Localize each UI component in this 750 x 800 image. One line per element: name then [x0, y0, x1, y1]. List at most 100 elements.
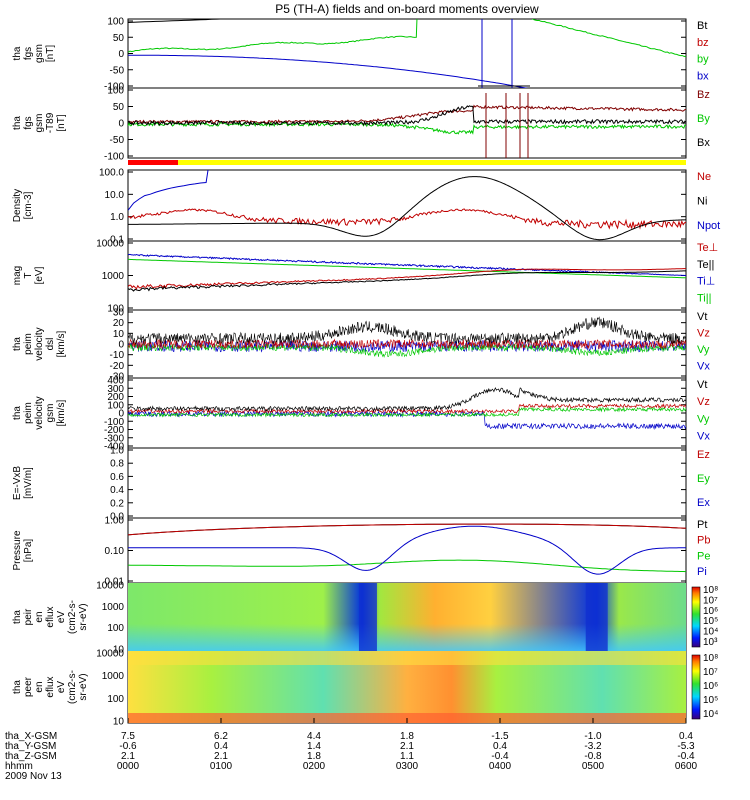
panel-vel_gsm-legend-3: Vx	[697, 430, 710, 442]
panel-vel_dsl-vz	[128, 338, 686, 350]
panel-peer-plot	[128, 651, 686, 723]
panel-vel_dsl-ylabel: [km/s]	[56, 330, 67, 357]
panel-fgs-legend-2: by	[697, 54, 709, 66]
panel-vel_gsm-ylabel: [km/s]	[56, 399, 67, 426]
panel-vel_gsm-ylabel: peim	[23, 402, 34, 424]
panel-peer-ylabel: peer	[23, 676, 34, 697]
panel-density-ylabel: [cm-3]	[23, 191, 34, 219]
panel-vel_dsl-ytick-label: 20	[113, 318, 125, 329]
panel-vel_dsl-ytick-label: 0	[118, 340, 124, 351]
panel-peir-dropout	[358, 583, 377, 651]
panel-fgs_dt-ytick-label: -100	[104, 152, 124, 163]
mode-bar-slow	[128, 160, 178, 165]
panel-temp-ylabel: mag	[12, 266, 23, 285]
panel-peer-ytick-label: 100	[107, 694, 124, 705]
panel-density-ytick-label: 0.1	[110, 235, 124, 246]
panel-pressure-ytick-label: 0.10	[105, 546, 125, 557]
panel-temp-ytick-label: 100	[107, 304, 124, 315]
panel-vel_gsm-ytick-label: 100	[107, 400, 124, 411]
panel-vel_dsl-ytick-label: 10	[113, 329, 125, 340]
panel-fgs_dt-ylabel: gsm	[34, 114, 45, 133]
panel-vel_dsl-legend-3: Vx	[697, 361, 710, 373]
panel-vel_gsm-ytick-label: 0	[118, 409, 124, 420]
panel-fgs_dt-ytick-label: 50	[113, 102, 125, 113]
panel-fgs-plot	[128, 19, 686, 88]
panel-vel_gsm-ytick-label: -100	[104, 417, 124, 428]
panel-peir-ylabel: en	[34, 611, 45, 622]
panel-density-frame	[127, 169, 687, 242]
time-axis-value: 1.8	[307, 751, 321, 762]
panel-peer-ylabel: tha	[12, 680, 23, 694]
panel-peir-ylabel: tha	[12, 610, 23, 624]
panel-peir-ylabel: peir	[23, 608, 34, 625]
panel-peir-colorbar	[691, 586, 701, 648]
time-axis-value: -5.3	[677, 741, 695, 752]
panel-peir-ylabel: (cm2-s-	[67, 600, 78, 634]
panel-fgs_dt-ytick-label: 100	[107, 86, 124, 97]
panel-density-plot	[128, 170, 686, 241]
panel-peir-ytick-label: 1000	[102, 602, 125, 613]
panel-fgs_dt-plot	[128, 93, 686, 158]
panel-vel_gsm-ytick-label: 400	[107, 376, 124, 387]
panel-fgs-ytick-label: 50	[113, 33, 125, 44]
time-axis-value: 6.2	[214, 731, 228, 742]
panel-vel_dsl-ytick-label: 30	[113, 308, 125, 319]
time-axis-value: -0.4	[677, 751, 695, 762]
panel-peer-ylabel: (cm2-s-	[67, 670, 78, 704]
panel-fgs-ytick-label: -100	[104, 82, 124, 93]
chart-title: P5 (TH-A) fields and on-board moments ov…	[275, 2, 539, 16]
panel-density-npot	[128, 170, 209, 211]
panel-peer-colorbar-label: 10⁷	[703, 667, 718, 678]
panel-efield-ytick-label: 0.8	[110, 459, 124, 470]
time-axis-value: 0.4	[493, 741, 507, 752]
panel-vel_gsm-ylabel: tha	[12, 406, 23, 420]
panel-peir-colorbar-label: 10⁷	[703, 595, 718, 606]
time-axis-value: 1.1	[400, 751, 414, 762]
panel-temp-ti-perp	[128, 253, 686, 276]
mode-bar-fast	[178, 160, 686, 165]
panel-pressure-ylabel: [nPa]	[23, 539, 34, 563]
time-axis-value: 0000	[117, 761, 140, 772]
panel-vel_dsl-ytick-label: -10	[110, 350, 125, 361]
panel-pressure-pe	[128, 559, 686, 573]
panel-vel_gsm-ytick-label: 300	[107, 384, 124, 395]
panel-peir-ylabel: eV	[56, 611, 67, 624]
panel-fgs-ytick-label: 100	[107, 17, 124, 28]
panel-peer-ytick-label: 10	[113, 717, 125, 728]
panel-efield-frame	[127, 447, 687, 519]
panel-fgs_dt-ylabel: fgs	[23, 116, 34, 129]
panel-peir-ylabel: eflux	[45, 606, 56, 627]
panel-peir-ylabel: sr-eV)	[78, 603, 89, 630]
panel-peer-colorbar	[691, 654, 701, 720]
panel-pressure-pb	[128, 523, 686, 536]
panel-density-ytick-label: 10.0	[105, 190, 125, 201]
panel-temp-ylabel: T	[23, 272, 34, 278]
panel-vel_gsm-ytick-label: -400	[104, 442, 124, 453]
time-axis-value: 0500	[582, 761, 605, 772]
panel-density-ne	[128, 208, 686, 230]
panel-efield-legend-0: Ez	[697, 449, 710, 461]
time-axis-row-label: tha_X-GSM	[5, 731, 57, 742]
panel-density-ylabel: Density	[12, 189, 23, 222]
panel-fgs-legend-0: Bt	[697, 20, 707, 32]
panel-fgs-ylabel: [nT]	[45, 45, 56, 62]
panel-vel_gsm-plot	[128, 387, 686, 431]
time-axis-value: 0600	[675, 761, 698, 772]
time-axis-value: -1.5	[491, 731, 509, 742]
panel-vel_dsl-ytick-label: -30	[110, 372, 125, 383]
panel-vel_gsm-vx	[128, 409, 686, 431]
panel-pressure-pi	[128, 525, 686, 575]
panel-fgs_dt-legend-2: Bx	[697, 137, 710, 149]
time-axis-value: -0.4	[491, 751, 509, 762]
panel-vel_dsl-vy	[128, 343, 686, 358]
panel-peer-colorbar-label: 10⁴	[703, 709, 718, 720]
panel-vel_gsm-ytick-label: -200	[104, 425, 124, 436]
panel-peer-colorbar-label: 10⁵	[703, 695, 718, 706]
panel-fgs-legend-3: bx	[697, 71, 709, 83]
panel-temp-ytick-label: 10000	[96, 239, 124, 250]
time-axis-value: 0100	[210, 761, 233, 772]
panel-peer-ytick-label: 1000	[102, 671, 125, 682]
panel-peir-colorbar-label: 10⁶	[703, 606, 718, 617]
panel-vel_dsl-ylabel: velocity	[34, 327, 45, 360]
panel-pressure-ylabel: Pressure	[12, 530, 23, 570]
